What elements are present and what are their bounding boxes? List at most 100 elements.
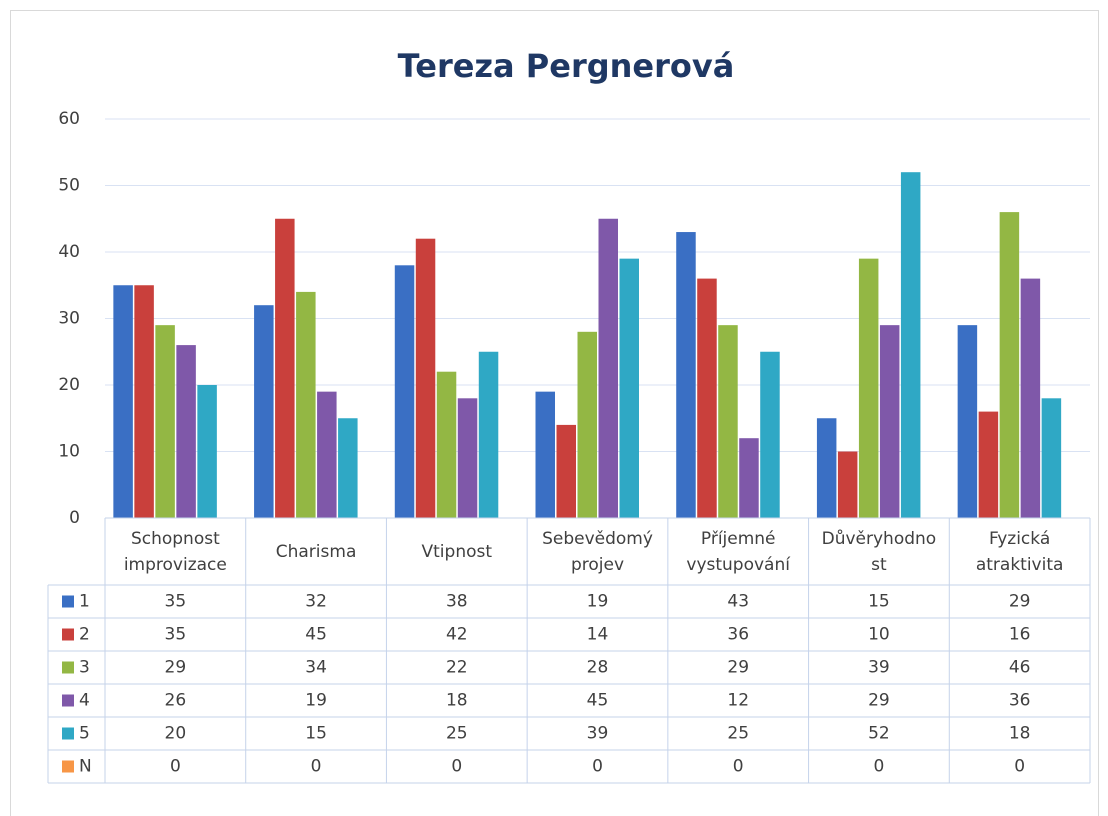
table-value: 10 bbox=[868, 625, 890, 645]
table-value: 25 bbox=[727, 724, 749, 744]
table-value: 0 bbox=[170, 757, 181, 777]
legend-swatch bbox=[62, 694, 74, 707]
table-value: 0 bbox=[733, 757, 744, 777]
table-value: 39 bbox=[587, 724, 609, 744]
bar bbox=[816, 418, 837, 518]
y-tick-label: 40 bbox=[58, 242, 80, 262]
table-value: 39 bbox=[868, 658, 890, 678]
bar bbox=[254, 305, 274, 518]
table-value: 32 bbox=[305, 592, 327, 612]
y-tick-label: 10 bbox=[58, 442, 80, 462]
bar bbox=[739, 438, 759, 518]
category-cell: Charisma bbox=[275, 541, 357, 562]
table-value: 16 bbox=[1009, 625, 1031, 645]
bar bbox=[999, 212, 1020, 518]
bar bbox=[317, 391, 337, 518]
table-value: 20 bbox=[165, 724, 187, 744]
table-value: 0 bbox=[451, 757, 462, 777]
table-value: 12 bbox=[727, 691, 749, 711]
category-cell: Sebevědomý projev bbox=[542, 529, 653, 575]
bar bbox=[577, 331, 597, 518]
category-cell: Fyzická atraktivita bbox=[975, 528, 1064, 575]
chart-border bbox=[10, 10, 1099, 816]
bar bbox=[338, 418, 358, 518]
table-value: 18 bbox=[446, 691, 468, 711]
y-tick-label: 0 bbox=[69, 508, 80, 528]
table-value: 29 bbox=[868, 691, 890, 711]
table-value: 15 bbox=[868, 592, 890, 612]
bar bbox=[275, 218, 295, 518]
bar bbox=[457, 398, 478, 518]
legend-label: 4 bbox=[79, 691, 90, 711]
category-cell: Schopnost improvizace bbox=[123, 528, 227, 575]
table-value: 0 bbox=[311, 757, 322, 777]
table-value: 45 bbox=[587, 691, 609, 711]
table-value: 52 bbox=[868, 724, 890, 744]
table-value: 18 bbox=[1009, 724, 1031, 744]
table-value: 35 bbox=[165, 592, 187, 612]
category-cell: Příjemné vystupování bbox=[686, 528, 790, 575]
bar bbox=[1020, 278, 1041, 518]
bar bbox=[697, 278, 717, 518]
legend-label: N bbox=[79, 757, 92, 777]
legend-label: 5 bbox=[79, 724, 90, 744]
table-value: 19 bbox=[587, 592, 609, 612]
bar bbox=[113, 285, 133, 518]
bar bbox=[296, 291, 316, 518]
y-tick-label: 30 bbox=[58, 309, 80, 329]
legend-swatch bbox=[62, 760, 74, 773]
table-value: 35 bbox=[165, 625, 187, 645]
bar bbox=[598, 218, 618, 518]
table-value: 22 bbox=[446, 658, 468, 678]
table-value: 38 bbox=[446, 592, 468, 612]
bar bbox=[155, 325, 175, 518]
table-value: 0 bbox=[874, 757, 885, 777]
category-cell: Vtipnost bbox=[421, 541, 493, 562]
bar bbox=[718, 325, 738, 518]
legend-swatch bbox=[62, 628, 74, 641]
bar bbox=[879, 325, 900, 518]
x-tick-label: Vtipnost bbox=[421, 541, 493, 562]
table-value: 46 bbox=[1009, 658, 1031, 678]
table-value: 15 bbox=[305, 724, 327, 744]
x-tick-label: Důvěryhodnost bbox=[821, 528, 937, 575]
bar bbox=[436, 371, 457, 518]
table-value: 36 bbox=[727, 625, 749, 645]
legend-swatch bbox=[62, 727, 74, 740]
bar bbox=[415, 238, 436, 518]
bar bbox=[176, 345, 196, 518]
table-value: 0 bbox=[1014, 757, 1025, 777]
bar bbox=[900, 172, 921, 518]
table-value: 36 bbox=[1009, 691, 1031, 711]
y-tick-label: 20 bbox=[58, 375, 80, 395]
bar bbox=[978, 411, 999, 518]
bar bbox=[134, 285, 154, 518]
y-tick-label: 50 bbox=[58, 176, 80, 196]
table-value: 19 bbox=[305, 691, 327, 711]
category-cell: Důvěryhodnost bbox=[821, 528, 937, 575]
legend-swatch bbox=[62, 661, 74, 674]
bar bbox=[478, 351, 499, 518]
x-tick-label: Příjemné vystupování bbox=[686, 528, 790, 575]
x-tick-label: Schopnost improvizace bbox=[123, 528, 227, 575]
bar bbox=[535, 391, 555, 518]
bar bbox=[858, 258, 879, 518]
table-value: 0 bbox=[592, 757, 603, 777]
legend-label: 3 bbox=[79, 658, 90, 678]
x-tick-label: Charisma bbox=[275, 541, 357, 562]
bar bbox=[676, 232, 696, 519]
table-value: 29 bbox=[1009, 592, 1031, 612]
table-value: 26 bbox=[165, 691, 187, 711]
bar bbox=[197, 385, 217, 518]
table-value: 34 bbox=[305, 658, 327, 678]
bar bbox=[556, 424, 576, 518]
y-tick-label: 60 bbox=[58, 109, 80, 129]
bar bbox=[394, 265, 415, 518]
bar bbox=[1041, 398, 1062, 518]
x-tick-label: Fyzická atraktivita bbox=[975, 528, 1064, 575]
table-value: 43 bbox=[727, 592, 749, 612]
table-value: 25 bbox=[446, 724, 468, 744]
legend-label: 1 bbox=[79, 592, 90, 612]
